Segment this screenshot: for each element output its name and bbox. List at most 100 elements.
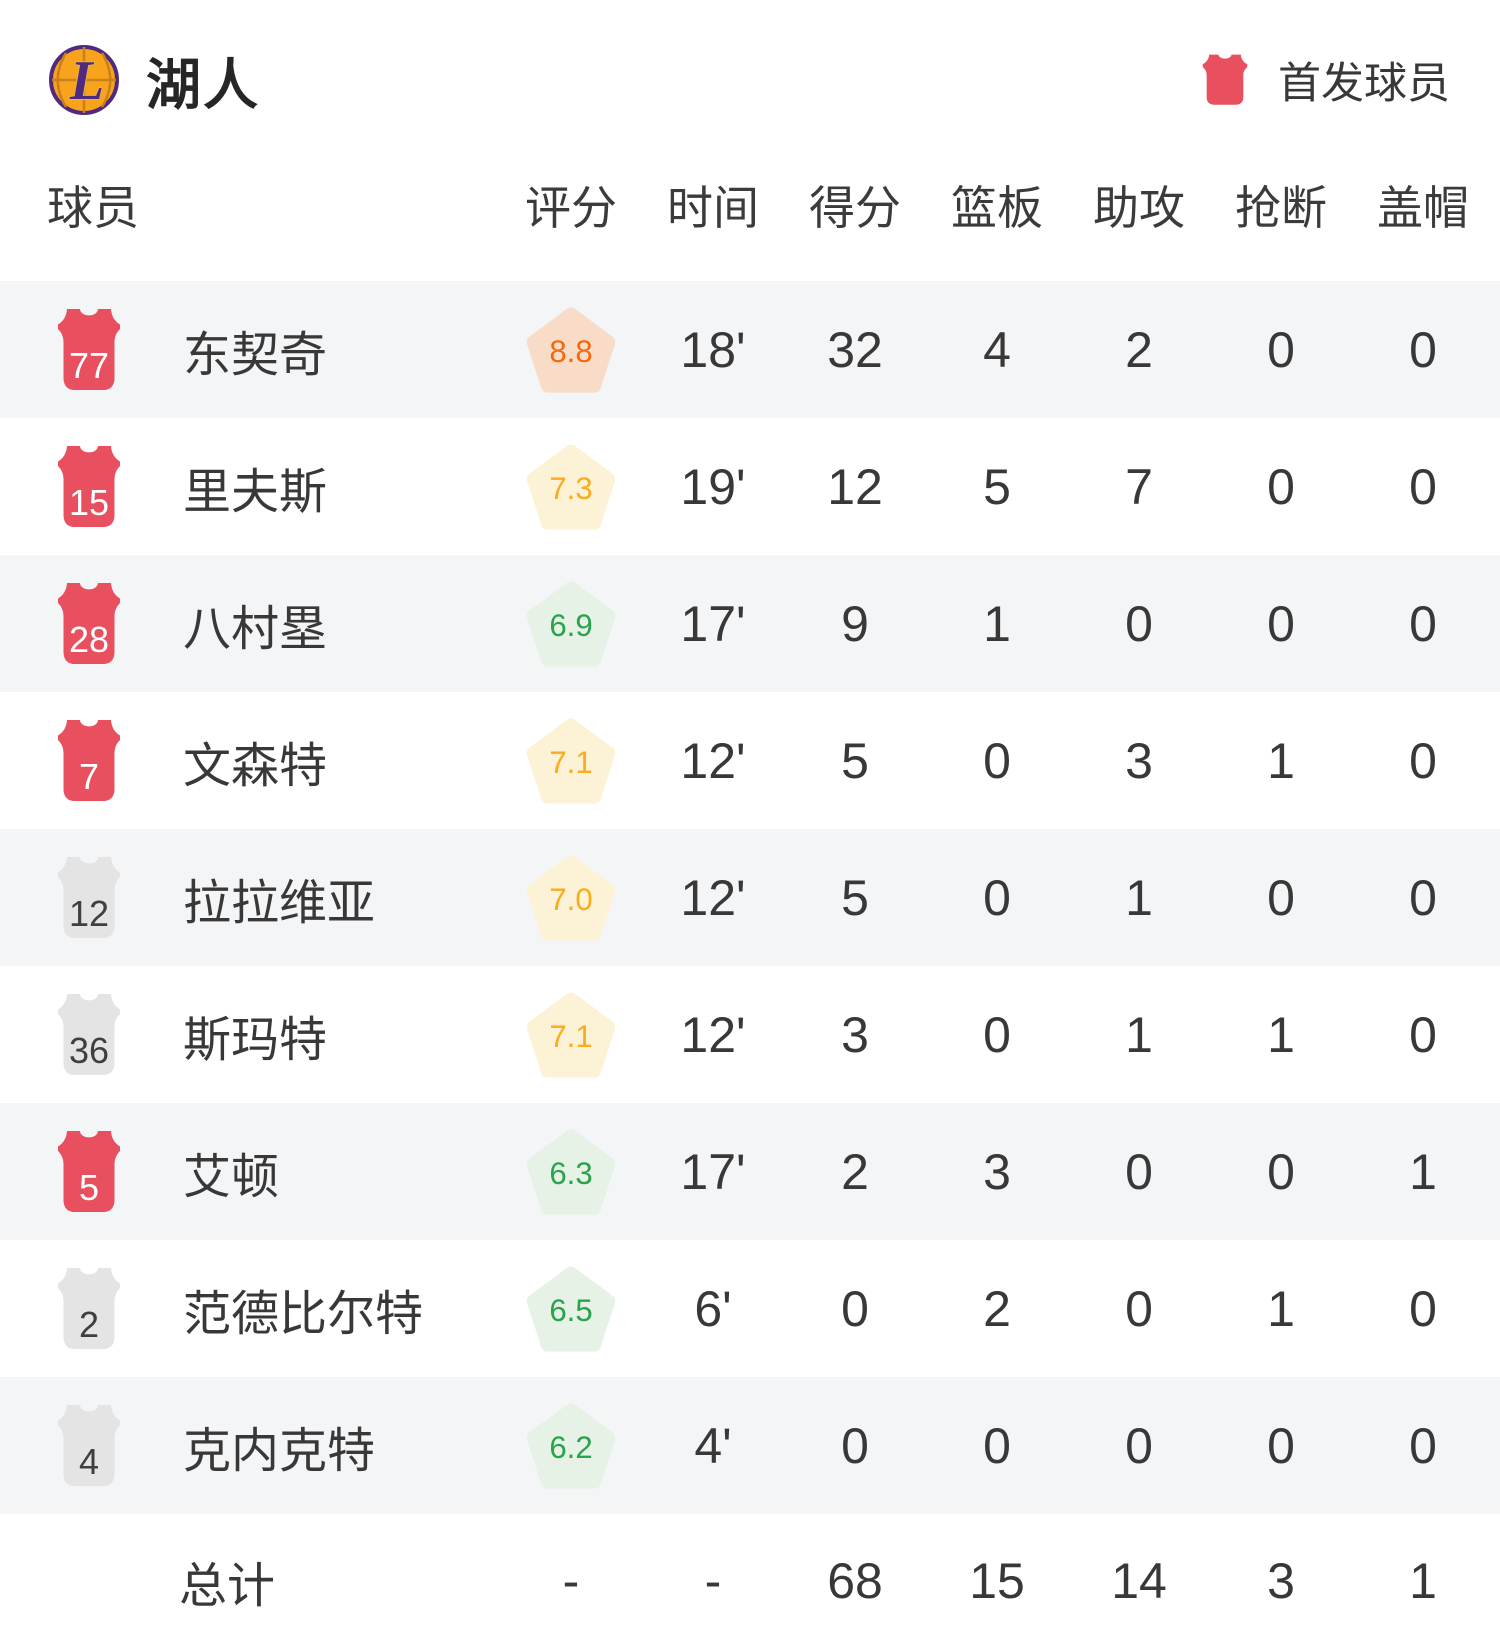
player-name: 斯玛特 [183, 1013, 328, 1067]
stat-points: 5 [841, 869, 869, 926]
stat-assists: 1 [1125, 1006, 1153, 1063]
stat-assists: 3 [1125, 732, 1153, 789]
player-name: 拉拉维亚 [183, 876, 376, 930]
stat-time: 17' [680, 595, 746, 652]
stat-rebounds: 0 [983, 869, 1011, 926]
rating-value: 7.0 [549, 881, 592, 916]
stat-time: 12' [680, 732, 746, 789]
rating-value: 6.5 [549, 1292, 592, 1327]
player-row[interactable]: 2 范德比尔特 6.5 6' 0 2 0 1 0 [0, 1240, 1500, 1377]
player-row[interactable]: 77 东契奇 8.8 18' 32 4 2 0 0 [0, 281, 1500, 418]
stat-assists: 7 [1125, 458, 1153, 515]
player-row[interactable]: 28 八村塁 6.9 17' 9 1 0 0 0 [0, 555, 1500, 692]
rating-pentagon-icon [526, 1402, 616, 1489]
stat-assists: 2 [1125, 321, 1153, 378]
player-cell: 77 东契奇 [47, 308, 500, 392]
column-header-steals: 抢断 [1235, 182, 1327, 234]
rating-value: 8.8 [549, 333, 592, 368]
player-row[interactable]: 12 拉拉维亚 7.0 12' 5 0 1 0 0 [0, 829, 1500, 966]
rating-value: 7.1 [549, 1018, 592, 1053]
jersey-number: 7 [79, 756, 99, 797]
stat-steals: 1 [1267, 1006, 1295, 1063]
totals-points: 68 [827, 1553, 883, 1609]
rating-value: 7.3 [549, 470, 592, 505]
jersey-icon: 12 [57, 856, 121, 940]
stat-steals: 0 [1267, 869, 1295, 926]
player-row[interactable]: 5 艾顿 6.3 17' 2 3 0 0 1 [0, 1103, 1500, 1240]
rating-cell: 6.2 [500, 1402, 642, 1490]
rating-cell: 6.5 [500, 1265, 642, 1353]
jersey-icon: 4 [57, 1404, 121, 1488]
starter-legend: 首发球员 [1202, 49, 1450, 111]
rating-badge: 6.2 [526, 1402, 616, 1490]
stat-assists: 0 [1125, 1417, 1153, 1474]
stat-steals: 0 [1267, 1417, 1295, 1474]
stat-rebounds: 5 [983, 458, 1011, 515]
player-cell: 7 文森特 [47, 719, 500, 803]
jersey-number: 12 [69, 893, 109, 934]
jersey-icon: 77 [57, 308, 121, 392]
totals-row: 总计 - - 68 15 14 3 1 [0, 1514, 1500, 1648]
player-row[interactable]: 4 克内克特 6.2 4' 0 0 0 0 0 [0, 1377, 1500, 1514]
column-header-rating: 评分 [525, 182, 617, 234]
rating-pentagon-icon [526, 443, 616, 530]
rating-pentagon-icon [526, 717, 616, 804]
stat-points: 0 [841, 1417, 869, 1474]
rating-badge: 7.1 [526, 717, 616, 805]
column-header-player: 球员 [47, 182, 139, 234]
stat-assists: 0 [1125, 1280, 1153, 1337]
team-name: 湖人 [146, 54, 261, 116]
rating-badge: 7.0 [526, 854, 616, 942]
player-name: 范德比尔特 [183, 1287, 424, 1341]
stat-rebounds: 0 [983, 1417, 1011, 1474]
rating-cell: 7.0 [500, 854, 642, 942]
totals-rating: - [562, 1553, 580, 1609]
rating-cell: 6.9 [500, 580, 642, 668]
column-header-assists: 助攻 [1093, 182, 1185, 234]
rating-cell: 8.8 [500, 306, 642, 394]
starter-legend-label: 首发球员 [1278, 60, 1450, 108]
stat-assists: 0 [1125, 595, 1153, 652]
player-cell: 36 斯玛特 [47, 993, 500, 1077]
stat-points: 9 [841, 595, 869, 652]
player-name: 东契奇 [183, 328, 328, 382]
stat-blocks: 0 [1409, 1280, 1437, 1337]
rating-cell: 7.1 [500, 991, 642, 1079]
totals-assists: 14 [1111, 1553, 1167, 1609]
jersey-icon: 7 [57, 719, 121, 803]
stat-time: 12' [680, 1006, 746, 1063]
player-cell: 4 克内克特 [47, 1404, 500, 1488]
rating-pentagon-icon [526, 306, 616, 393]
player-row[interactable]: 36 斯玛特 7.1 12' 3 0 1 1 0 [0, 966, 1500, 1103]
rating-value: 6.9 [549, 607, 592, 642]
rating-badge: 6.9 [526, 580, 616, 668]
svg-text:L: L [69, 50, 104, 112]
player-cell: 5 艾顿 [47, 1130, 500, 1214]
player-row[interactable]: 7 文森特 7.1 12' 5 0 3 1 0 [0, 692, 1500, 829]
player-cell: 12 拉拉维亚 [47, 856, 500, 940]
stat-time: 6' [694, 1280, 732, 1337]
totals-label: 总计 [179, 1560, 276, 1613]
rating-badge: 6.5 [526, 1265, 616, 1353]
stat-time: 18' [680, 321, 746, 378]
jersey-icon: 2 [57, 1267, 121, 1351]
stat-points: 2 [841, 1143, 869, 1200]
stat-time: 4' [694, 1417, 732, 1474]
stat-blocks: 0 [1409, 1417, 1437, 1474]
jersey-icon: 36 [57, 993, 121, 1077]
jersey-number: 28 [69, 619, 109, 660]
rating-value: 6.2 [549, 1429, 592, 1464]
rating-badge: 7.3 [526, 443, 616, 531]
stat-points: 12 [827, 458, 883, 515]
stat-points: 5 [841, 732, 869, 789]
stat-rebounds: 0 [983, 732, 1011, 789]
stat-time: 12' [680, 869, 746, 926]
stat-steals: 0 [1267, 458, 1295, 515]
rating-cell: 6.3 [500, 1128, 642, 1216]
stat-blocks: 0 [1409, 321, 1437, 378]
stat-rebounds: 4 [983, 321, 1011, 378]
team-identity: L 湖人 [46, 40, 260, 120]
stat-blocks: 0 [1409, 732, 1437, 789]
player-row[interactable]: 15 里夫斯 7.3 19' 12 5 7 0 0 [0, 418, 1500, 555]
player-name: 里夫斯 [183, 465, 328, 519]
